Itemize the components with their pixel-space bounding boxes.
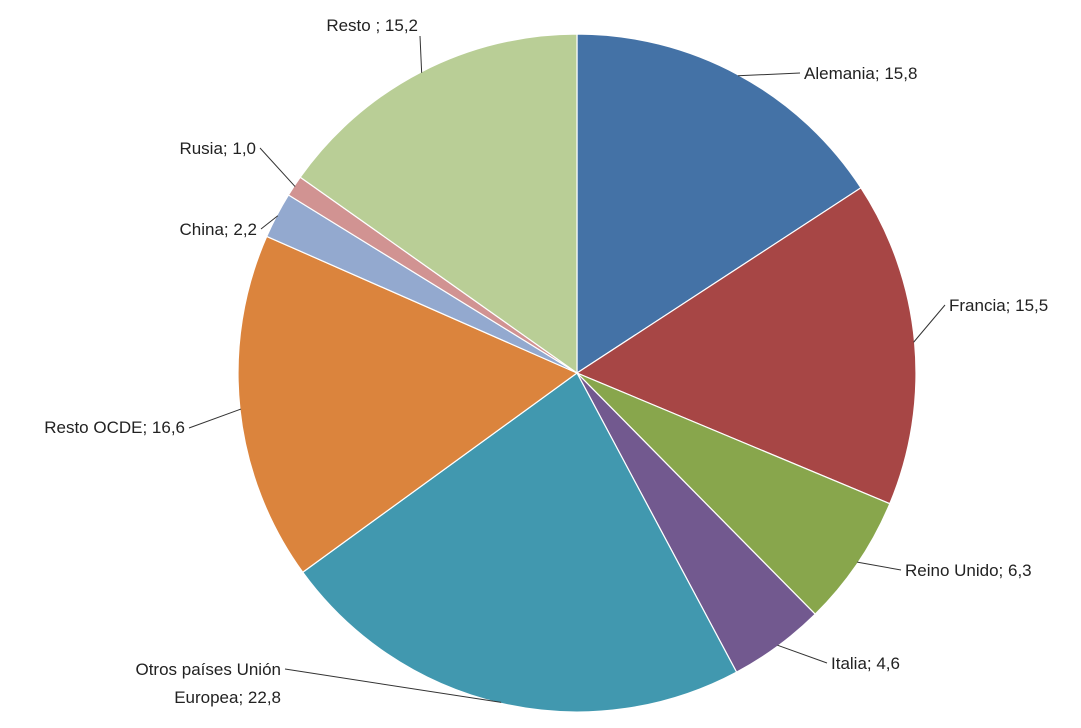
pie-slice-francia (575, 186, 917, 505)
slice-label-italia: Italia; 4,6 (831, 654, 900, 673)
slice-label-otros-paises-union-europea: Otros países Unión Europea; 22,8 (135, 660, 281, 707)
leader-line-resto (419, 35, 423, 73)
slice-label-rusia: Rusia; 1,0 (179, 139, 256, 158)
slice-label-resto: Resto ; 15,2 (326, 16, 418, 35)
pie-slice-alemania (576, 33, 862, 375)
slice-label-francia: Francia; 15,5 (949, 296, 1048, 315)
pie-slice-otros-paises-union-europea (301, 372, 738, 713)
leader-line-rusia (259, 147, 296, 187)
leader-line-resto-ocde (188, 408, 242, 429)
slice-label-reino-unido: Reino Unido; 6,3 (905, 561, 1032, 580)
leader-line-francia (913, 304, 946, 343)
slice-label-resto-ocde: Resto OCDE; 16,6 (44, 418, 185, 437)
slice-label-alemania: Alemania; 15,8 (804, 64, 917, 83)
slice-label-china: China; 2,2 (180, 220, 258, 239)
leader-line-otros-paises-union-europea (284, 668, 502, 703)
leader-line-reino-unido (857, 561, 902, 571)
leader-line-alemania (737, 72, 801, 77)
leader-line-italia (777, 644, 828, 664)
leader-line-china (260, 215, 279, 230)
